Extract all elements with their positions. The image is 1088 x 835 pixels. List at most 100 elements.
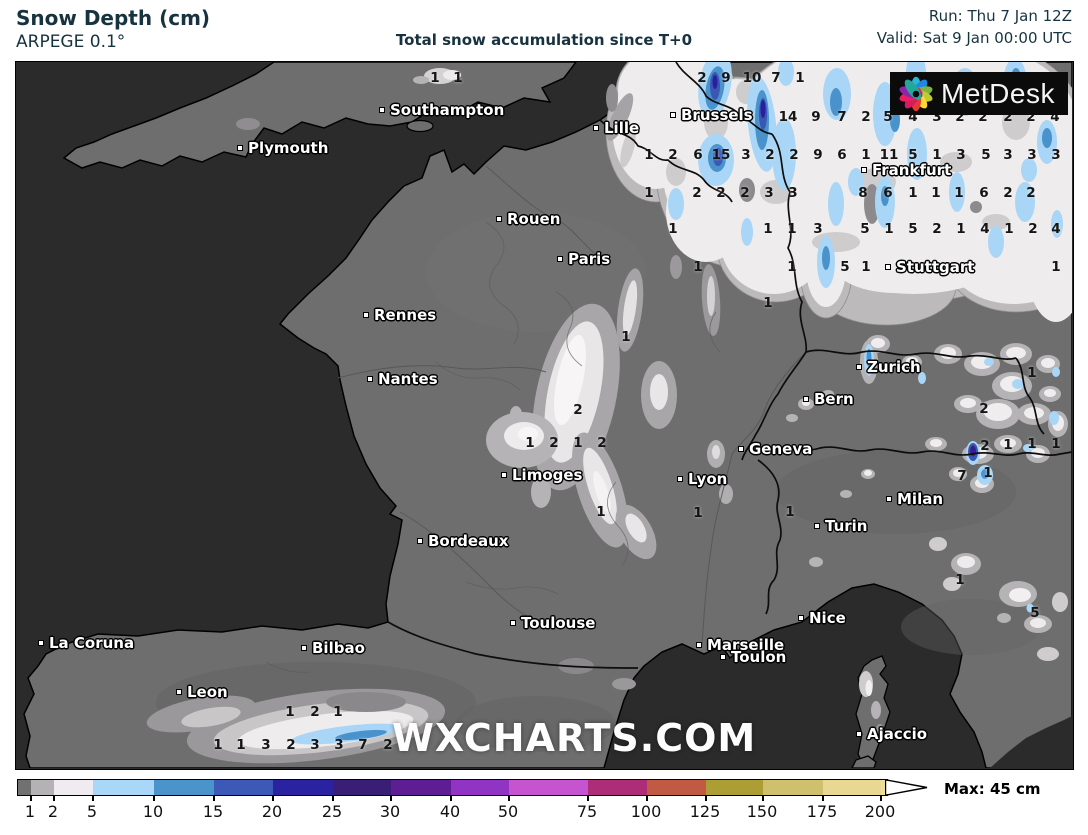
color-scale-bar (17, 779, 888, 796)
city-marker-icon (856, 364, 862, 370)
city-label: Ajaccio (856, 725, 927, 743)
snow-value-label: 1 (1051, 259, 1061, 275)
snow-value-label: 1 (955, 572, 965, 588)
snow-value-label: 2 (1026, 185, 1036, 201)
snow-value-label: 9 (811, 109, 821, 125)
city-marker-icon (363, 312, 369, 318)
city-marker-icon (803, 396, 809, 402)
city-label: Toulon (720, 648, 786, 666)
city-marker-icon (814, 523, 820, 529)
snow-value-label: 1 (954, 185, 964, 201)
scale-tick (646, 796, 648, 801)
city-name: Nice (809, 609, 846, 627)
city-marker-icon (677, 476, 683, 482)
city-label: Leon (176, 683, 228, 701)
scale-tick-label: 30 (379, 802, 401, 821)
snow-value-label: 1 (932, 147, 942, 163)
city-label: Geneva (738, 440, 812, 458)
city-label: Frankfurt (861, 161, 951, 179)
city-marker-icon (501, 472, 507, 478)
scale-segment (763, 780, 823, 795)
snow-value-label: 1 (1027, 365, 1037, 381)
city-marker-icon (496, 216, 502, 222)
city-label: Plymouth (237, 139, 328, 157)
scale-tick-label: 20 (261, 802, 283, 821)
scale-segment (214, 780, 273, 795)
snow-value-label: 7 (837, 109, 847, 125)
snow-value-label: 2 (789, 147, 799, 163)
city-marker-icon (798, 615, 804, 621)
snow-value-label: 4 (1050, 109, 1060, 125)
city-name: Limoges (512, 466, 583, 484)
scale-tick (587, 796, 589, 801)
scale-tick (153, 796, 155, 801)
snow-value-label: 2 (383, 737, 393, 753)
snow-value-label: 1 (884, 221, 894, 237)
city-marker-icon (557, 256, 563, 262)
snow-value-label: 3 (261, 737, 271, 753)
city-marker-icon (417, 538, 423, 544)
snow-value-label: 2 (286, 737, 296, 753)
scale-tick (390, 796, 392, 801)
city-label: Bilbao (301, 639, 365, 657)
snow-value-label: 3 (764, 185, 774, 201)
snow-value-label: 2 (668, 147, 678, 163)
metdesk-pinwheel-icon (899, 76, 933, 111)
snow-value-label: 8 (858, 185, 868, 201)
scale-arrow-icon (885, 779, 928, 796)
city-marker-icon (670, 112, 676, 118)
city-label: Rouen (496, 210, 560, 228)
city-name: Bilbao (312, 639, 365, 657)
city-marker-icon (379, 107, 385, 113)
snow-value-label: 10 (742, 70, 762, 86)
city-name: Lyon (688, 470, 728, 488)
snow-value-label: 2 (932, 221, 942, 237)
city-label: Lyon (677, 470, 727, 488)
city-marker-icon (367, 376, 373, 382)
city-name: Brussels (681, 106, 753, 124)
map-overlay: 1 1 2 9 10 7 1 5 14 9 7 2 5 4 3 2 2 2 2 4 1 2 6 15 3 2 2 9 6 1 11 5 1 3 5 3… (16, 62, 1072, 768)
max-value-label: Max: 45 cm (944, 780, 1041, 798)
city-marker-icon (301, 645, 307, 651)
city-marker-icon (696, 642, 702, 648)
snow-value-label: 1 (573, 435, 583, 451)
city-label: Zurich (856, 358, 921, 376)
forecast-map: 1 1 2 9 10 7 1 5 14 9 7 2 5 4 3 2 2 2 2 4 1 2 6 15 3 2 2 9 6 1 11 5 1 3 5 3… (15, 61, 1074, 770)
city-label: Stuttgart (885, 258, 974, 276)
snow-value-label: 3 (310, 737, 320, 753)
scale-segment (588, 780, 647, 795)
city-label: Turin (814, 517, 867, 535)
snow-value-label: 9 (813, 147, 823, 163)
snow-value-label: 4 (980, 221, 990, 237)
city-label: Nice (798, 609, 846, 627)
snow-value-label: 3 (813, 221, 823, 237)
snow-value-label: 1 (668, 221, 678, 237)
city-name: Milan (897, 490, 944, 508)
scale-tick (762, 796, 764, 801)
snow-value-label: 1 (453, 70, 463, 86)
city-marker-icon (510, 620, 516, 626)
scale-tick (92, 796, 94, 801)
city-name: Paris (568, 250, 611, 268)
snow-value-label: 3 (741, 147, 751, 163)
snow-value-label: 11 (879, 147, 899, 163)
metdesk-logo: MetDesk (890, 72, 1068, 115)
snow-value-label: 3 (1003, 147, 1013, 163)
snow-value-label: 3 (956, 147, 966, 163)
snow-value-label: 1 (1051, 436, 1061, 452)
scale-segment (333, 780, 391, 795)
city-name: Rouen (507, 210, 561, 228)
scale-segment (93, 780, 154, 795)
city-label: Marseille (696, 636, 784, 654)
scale-tick-label: 100 (630, 802, 662, 821)
snow-value-label: 2 (1003, 185, 1013, 201)
snow-value-label: 1 (333, 704, 343, 720)
map-terrain (16, 62, 1072, 768)
scale-tick-label: 15 (202, 802, 224, 821)
city-name: Nantes (378, 370, 438, 388)
city-marker-icon (738, 446, 744, 452)
snow-value-label: 1 (1004, 221, 1014, 237)
run-time-label: Run: Thu 7 Jan 12Z (928, 7, 1072, 25)
scale-tick-label: 125 (689, 802, 721, 821)
snow-value-label: 4 (1051, 221, 1061, 237)
